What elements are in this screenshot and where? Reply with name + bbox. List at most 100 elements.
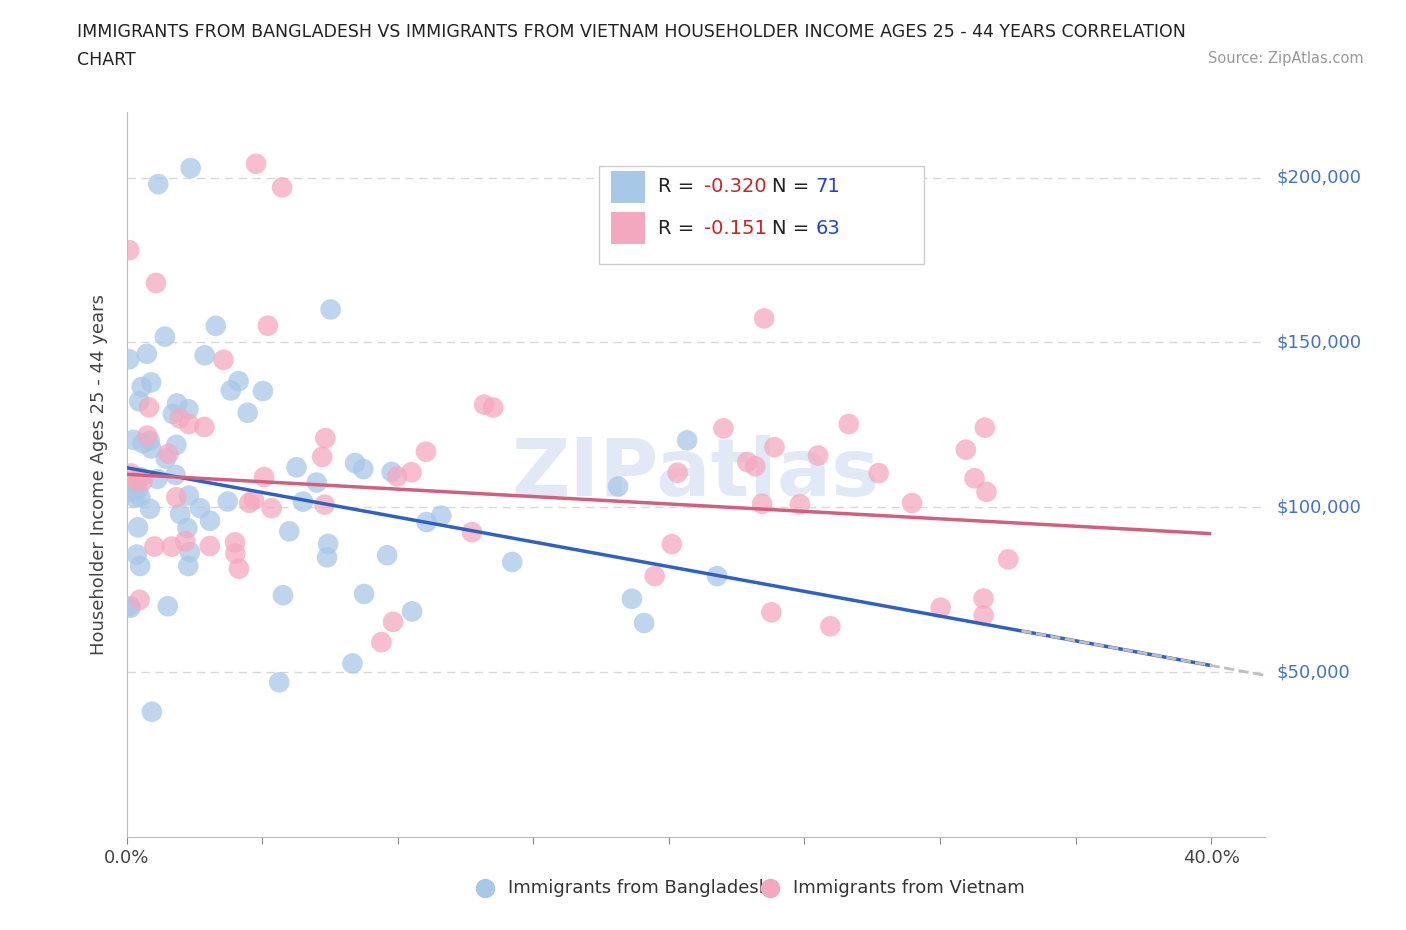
- Point: [118, 599, 141, 614]
- Point: [238, 496, 260, 511]
- Text: N =: N =: [772, 219, 815, 237]
- Point: [385, 469, 408, 484]
- Point: [644, 568, 666, 583]
- Text: 71: 71: [815, 178, 841, 196]
- Point: [253, 470, 276, 485]
- Point: [415, 445, 437, 459]
- Point: [155, 451, 177, 466]
- Point: [973, 608, 995, 623]
- Point: [807, 448, 830, 463]
- Point: [141, 441, 163, 456]
- Point: [278, 524, 301, 538]
- Point: [131, 473, 153, 488]
- Point: [401, 604, 423, 618]
- Point: [198, 538, 221, 553]
- Point: [676, 432, 699, 447]
- Point: [375, 548, 398, 563]
- Point: [973, 591, 995, 606]
- Point: [146, 472, 169, 486]
- Point: [901, 496, 924, 511]
- Text: N =: N =: [772, 178, 815, 196]
- Text: R =: R =: [658, 178, 700, 196]
- Point: [176, 521, 198, 536]
- Point: [256, 318, 278, 333]
- Point: [129, 559, 152, 574]
- Point: [127, 482, 149, 497]
- Text: $50,000: $50,000: [1277, 663, 1350, 681]
- Point: [607, 479, 630, 494]
- Text: IMMIGRANTS FROM BANGLADESH VS IMMIGRANTS FROM VIETNAM HOUSEHOLDER INCOME AGES 25: IMMIGRANTS FROM BANGLADESH VS IMMIGRANTS…: [77, 23, 1187, 41]
- Point: [118, 485, 141, 499]
- Point: [751, 497, 773, 512]
- Point: [633, 616, 655, 631]
- Point: [165, 437, 187, 452]
- Point: [177, 559, 200, 574]
- Point: [224, 546, 246, 561]
- Point: [132, 436, 155, 451]
- Bar: [610, 212, 645, 245]
- Point: [311, 449, 333, 464]
- Point: [314, 431, 336, 445]
- Point: [761, 604, 783, 619]
- Point: [401, 465, 423, 480]
- Point: [352, 461, 374, 476]
- Point: [165, 490, 187, 505]
- Point: [135, 346, 157, 361]
- Point: [177, 402, 200, 417]
- Point: [838, 417, 860, 432]
- Point: [243, 492, 266, 507]
- Point: [129, 470, 152, 485]
- Point: [224, 535, 246, 550]
- Point: [955, 442, 977, 457]
- Point: [344, 456, 367, 471]
- Text: $200,000: $200,000: [1277, 168, 1361, 187]
- Point: [124, 490, 146, 505]
- Point: [706, 568, 728, 583]
- Point: [305, 475, 328, 490]
- Point: [228, 374, 250, 389]
- Point: [129, 489, 152, 504]
- Point: [415, 514, 437, 529]
- Point: [620, 591, 643, 606]
- Point: [153, 329, 176, 344]
- Point: [160, 539, 183, 554]
- Point: [141, 704, 163, 719]
- Point: [174, 534, 197, 549]
- Point: [194, 348, 217, 363]
- Point: [204, 318, 226, 333]
- Point: [139, 433, 162, 448]
- Point: [252, 383, 274, 398]
- Point: [269, 675, 291, 690]
- Point: [735, 455, 758, 470]
- Point: [713, 421, 735, 436]
- Point: [228, 562, 250, 577]
- Point: [963, 471, 986, 485]
- Point: [472, 397, 495, 412]
- Point: [271, 180, 294, 195]
- Point: [125, 473, 148, 488]
- Point: [180, 161, 202, 176]
- Text: R =: R =: [658, 219, 700, 237]
- Text: Source: ZipAtlas.com: Source: ZipAtlas.com: [1208, 51, 1364, 66]
- Point: [118, 352, 141, 366]
- Point: [316, 550, 339, 565]
- Point: [482, 400, 505, 415]
- Point: [271, 588, 294, 603]
- Point: [165, 468, 187, 483]
- Point: [212, 352, 235, 367]
- Point: [169, 411, 191, 426]
- Point: [162, 406, 184, 421]
- Point: [188, 500, 211, 515]
- Point: [157, 446, 180, 461]
- Point: [120, 466, 142, 481]
- Point: [145, 275, 167, 290]
- Point: [342, 656, 364, 671]
- Point: [973, 420, 995, 435]
- Text: Immigrants from Bangladesh: Immigrants from Bangladesh: [508, 879, 770, 897]
- Text: Immigrants from Vietnam: Immigrants from Vietnam: [793, 879, 1025, 897]
- Point: [148, 177, 170, 192]
- Text: $150,000: $150,000: [1277, 334, 1361, 352]
- Point: [219, 383, 242, 398]
- Text: -0.151: -0.151: [704, 219, 766, 237]
- Point: [156, 599, 179, 614]
